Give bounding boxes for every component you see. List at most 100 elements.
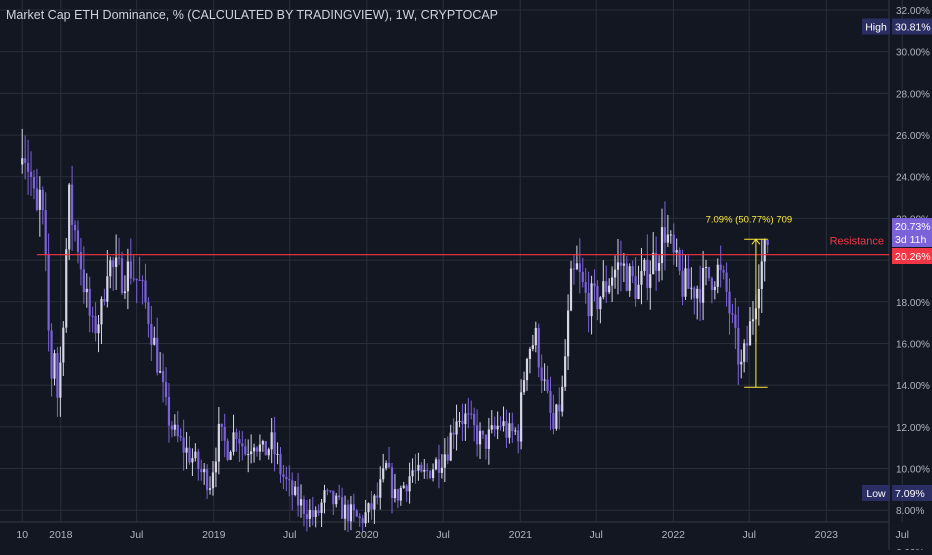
candle-body <box>85 288 88 293</box>
candle-series <box>21 128 769 533</box>
candle-body <box>399 487 402 501</box>
candle-body <box>473 413 476 426</box>
candle-body <box>317 510 320 514</box>
resistance-badge <box>892 248 932 264</box>
last-price-badge-text: 20.73% <box>895 221 931 233</box>
candle-body <box>431 469 435 478</box>
candle-body <box>156 337 159 373</box>
candle-body <box>517 430 520 442</box>
x-tick-label: 2023 <box>815 529 839 541</box>
candle-body <box>437 459 441 473</box>
candle-body <box>558 404 561 412</box>
x-tick-label: Jul <box>436 529 449 541</box>
candle-body <box>32 176 36 189</box>
candle-body <box>710 278 713 291</box>
x-tick-label: Jul <box>896 529 909 541</box>
candle-body <box>581 271 584 283</box>
candle-body <box>390 467 394 499</box>
candle-body <box>740 361 743 365</box>
candle-body <box>757 288 760 309</box>
candle-body <box>499 425 502 427</box>
grid <box>0 0 903 553</box>
candle-body <box>252 447 256 452</box>
x-tick-label: Jul <box>742 529 755 541</box>
candle-body <box>373 495 376 510</box>
candle-body <box>564 356 567 387</box>
high-badge-text: 30.81% <box>895 22 931 34</box>
candle-body <box>728 291 731 314</box>
candle-body <box>546 379 549 392</box>
candle-body <box>296 486 300 506</box>
candle-body <box>596 286 599 310</box>
candle-body <box>208 488 212 490</box>
candle-body <box>511 423 514 432</box>
candle-body <box>79 251 83 270</box>
candle-body <box>719 264 722 271</box>
candle-body <box>112 260 115 268</box>
candle-body <box>338 495 341 498</box>
candle-body <box>188 447 191 463</box>
candle-body <box>763 239 766 262</box>
candle-body <box>622 263 625 266</box>
candle-body <box>455 421 458 435</box>
candle-body <box>238 439 241 444</box>
candle-body <box>176 424 179 437</box>
candle-body <box>643 259 646 272</box>
candle-body <box>329 490 332 492</box>
candle-body <box>611 277 614 286</box>
drawings: Resistance 7.09% (50.77%) 709 <box>36 214 889 388</box>
resistance-label: Resistance <box>830 236 884 248</box>
candle-body <box>305 514 308 520</box>
candle-body <box>273 432 276 455</box>
y-tick-label: 32.00% <box>896 6 930 17</box>
candle-body <box>452 432 455 435</box>
candle-body <box>68 184 71 250</box>
candle-body <box>690 287 693 289</box>
candle-body <box>572 268 576 270</box>
candle-body <box>144 280 147 303</box>
candle-body <box>619 262 623 266</box>
candle-body <box>731 313 734 315</box>
candle-body <box>605 281 608 293</box>
candle-body <box>326 490 329 492</box>
candle-body <box>534 327 537 346</box>
candle-body <box>449 432 452 461</box>
candle-body <box>587 292 590 317</box>
candle-body <box>555 404 558 429</box>
candle-body <box>608 285 611 293</box>
candle-body <box>294 486 297 495</box>
candle-body <box>713 286 716 291</box>
price-axis[interactable]: 6.00%8.00%10.00%12.00%14.00%16.00%18.00%… <box>896 6 930 555</box>
candle-body <box>387 463 391 468</box>
candle-body <box>440 467 443 473</box>
candle-body <box>426 469 429 471</box>
candle-body <box>191 458 194 463</box>
candle-body <box>748 321 752 346</box>
candle-body <box>73 224 77 231</box>
candle-body <box>493 425 496 430</box>
candle-body <box>461 420 464 425</box>
candle-body <box>496 425 499 430</box>
x-tick-label: 2019 <box>202 529 226 541</box>
candle-body <box>123 291 127 294</box>
candle-body <box>335 495 338 505</box>
candle-body <box>311 509 314 518</box>
y-tick-label: 16.00% <box>896 339 930 350</box>
candle-body <box>593 283 596 287</box>
candle-body <box>525 358 529 381</box>
candle-body <box>716 264 719 287</box>
candle-body <box>737 327 740 365</box>
candle-body <box>734 314 737 328</box>
candle-body <box>226 440 229 460</box>
candle-body <box>173 424 176 430</box>
candle-body <box>405 485 408 492</box>
time-axis[interactable]: 10 2018 Jul 2019 Jul 2020 Jul 2021 Jul 2022 Jul 202… <box>16 529 909 541</box>
candle-body <box>602 281 605 298</box>
candle-body <box>261 441 264 445</box>
candle-body <box>100 298 103 325</box>
candle-body <box>402 485 405 488</box>
candle-body <box>267 449 270 456</box>
candle-body <box>675 250 678 253</box>
